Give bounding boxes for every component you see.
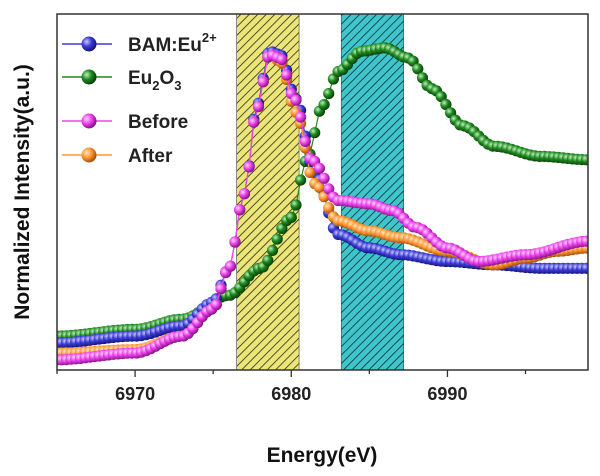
data-point: [323, 202, 335, 214]
legend-label-eu2o3-sub1: 2: [152, 78, 159, 93]
data-point: [313, 181, 325, 193]
data-point: [580, 154, 588, 166]
legend-label-before: Before: [128, 112, 188, 133]
legend-label-eu2o3: Eu: [128, 68, 152, 89]
data-point: [285, 211, 297, 223]
data-point: [210, 299, 222, 311]
data-point: [234, 204, 246, 216]
data-point: [248, 116, 260, 128]
legend-label-eu2o3-mid: O: [160, 68, 175, 89]
data-point: [257, 76, 269, 88]
data-point: [215, 283, 227, 295]
data-point: [318, 99, 330, 111]
data-point: [318, 172, 330, 184]
svg-text:BAM:Eu2+: BAM:Eu2+: [128, 30, 217, 56]
series-after: [57, 50, 588, 359]
y-axis-title: Normalized Intensity(a.u.): [11, 64, 34, 320]
legend-label-after: After: [128, 146, 173, 167]
data-point: [309, 127, 321, 139]
data-point: [304, 166, 316, 178]
data-point: [290, 199, 302, 211]
x-axis-title: Energy(eV): [267, 444, 378, 467]
legend-entry-before: Before: [62, 112, 188, 133]
data-series: [57, 42, 588, 366]
data-point: [276, 53, 288, 66]
legend-marker-before: [81, 113, 97, 129]
data-point: [299, 135, 311, 147]
legend-marker-after: [81, 147, 97, 163]
data-point: [323, 88, 335, 100]
plot-frame: [56, 13, 589, 371]
data-point: [229, 236, 241, 248]
data-point: [290, 94, 302, 106]
svg-text:Eu2O3: Eu2O3: [128, 68, 182, 93]
data-point: [252, 101, 265, 113]
data-point: [271, 233, 283, 245]
data-point: [295, 111, 307, 123]
series-before: [57, 49, 588, 366]
data-point: [238, 188, 250, 200]
legend-label-bam-sup: 2+: [202, 30, 217, 45]
cyan-band: [340, 14, 405, 370]
data-point: [266, 244, 279, 256]
data-point: [224, 260, 236, 272]
data-point: [313, 162, 325, 174]
legend-label-bam: BAM:Eu: [128, 35, 202, 56]
data-point: [295, 174, 307, 186]
data-point: [323, 183, 335, 195]
legend: BAM:Eu2+ Eu2O3 Before After: [62, 30, 217, 167]
legend-entry-bam: BAM:Eu2+: [62, 30, 217, 56]
data-point: [580, 235, 588, 247]
data-point: [243, 161, 255, 173]
x-tick-label: 6970: [115, 384, 155, 404]
data-point: [281, 69, 293, 81]
legend-entry-after: After: [62, 146, 173, 167]
data-point: [262, 254, 274, 266]
x-tick-label: 6990: [427, 384, 467, 404]
legend-marker-bam: [81, 36, 97, 52]
data-point: [412, 63, 424, 75]
data-point: [580, 262, 588, 274]
x-tick-label: 6980: [271, 384, 311, 404]
legend-marker-eu2o3: [81, 69, 97, 85]
data-point: [440, 98, 452, 111]
legend-entry-eu2o3: Eu2O3: [62, 68, 182, 93]
x-axis-ticks: 6970 6980 6990: [56, 370, 527, 404]
legend-label-eu2o3-sub2: 3: [174, 78, 181, 93]
